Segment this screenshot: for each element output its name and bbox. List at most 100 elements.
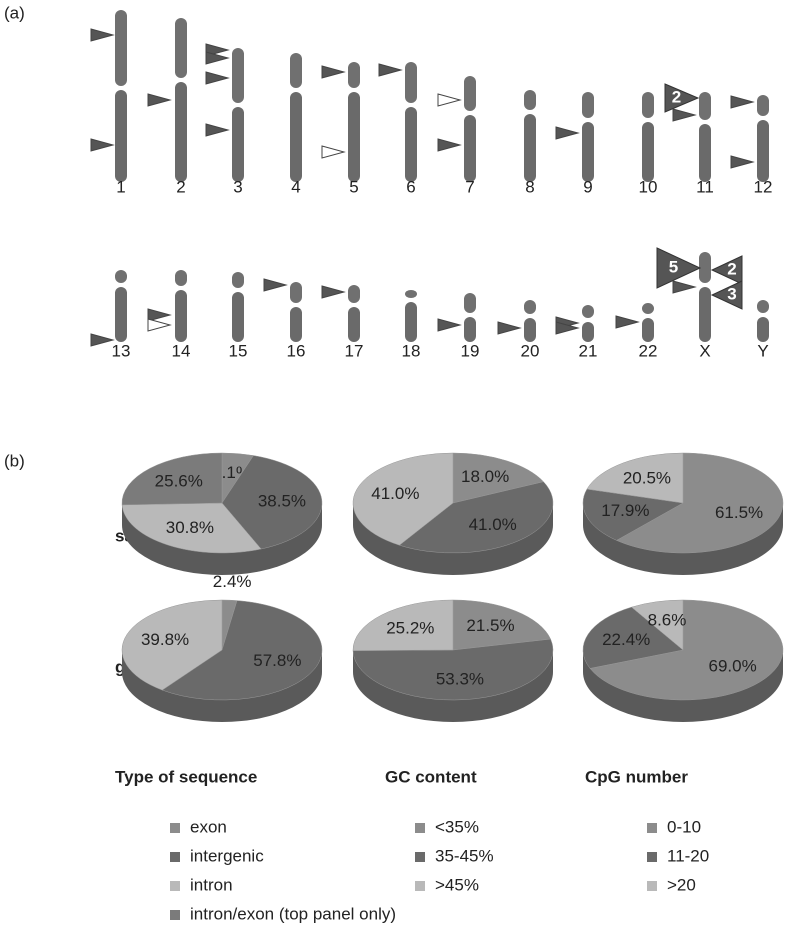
chromosome-label: 3 bbox=[233, 177, 242, 196]
pie-slice bbox=[121, 502, 262, 554]
legend-label: exon bbox=[190, 817, 227, 836]
legend-swatch bbox=[415, 852, 425, 862]
chromosome-label: 14 bbox=[172, 341, 191, 360]
legend-swatch bbox=[415, 823, 425, 833]
legend-label: intergenic bbox=[190, 846, 264, 865]
marker-arrow bbox=[437, 93, 462, 107]
pie-slice bbox=[121, 599, 223, 691]
chromosome-arm bbox=[115, 10, 127, 86]
marker-arrow bbox=[205, 71, 230, 85]
chromosome-arm bbox=[582, 322, 594, 342]
chromosome-arm bbox=[232, 107, 244, 182]
chromosome-arm bbox=[175, 18, 187, 78]
chromosome-label: Y bbox=[757, 341, 768, 360]
legend-title: CpG number bbox=[585, 767, 688, 786]
legend-swatch bbox=[170, 881, 180, 891]
legend-swatch bbox=[415, 881, 425, 891]
marker-arrow bbox=[90, 138, 115, 152]
marker-arrow bbox=[730, 155, 755, 169]
value-label: 39.8% bbox=[141, 630, 189, 649]
value-label: 69.0% bbox=[709, 656, 757, 675]
chromosome-arm bbox=[699, 252, 711, 283]
chromosome-arm bbox=[642, 92, 654, 118]
chromosome-label: 17 bbox=[345, 341, 364, 360]
chromosome-arm bbox=[642, 122, 654, 182]
chromosome-label: 1 bbox=[116, 177, 125, 196]
marker-arrow bbox=[615, 315, 640, 329]
pie-slice bbox=[586, 452, 684, 504]
chromosome-arm bbox=[290, 282, 302, 303]
chromosome-label: 20 bbox=[521, 341, 540, 360]
chromosome-arm bbox=[642, 303, 654, 314]
value-label: 25.6% bbox=[155, 472, 203, 491]
value-label: 61.5% bbox=[715, 503, 763, 522]
marker-arrow bbox=[730, 95, 755, 109]
chromosome-arm bbox=[757, 300, 769, 313]
value-label: 22.4% bbox=[602, 630, 650, 649]
pie-slice bbox=[221, 455, 323, 550]
chromosome-arm bbox=[115, 287, 127, 342]
chromosome-label: 18 bbox=[402, 341, 421, 360]
marker-arrow bbox=[321, 145, 346, 159]
chromosome-arm bbox=[464, 115, 476, 182]
marker-arrow bbox=[555, 126, 580, 140]
cluster-arrow bbox=[710, 280, 743, 310]
marker-arrow bbox=[555, 321, 580, 335]
legend-label: >45% bbox=[435, 875, 479, 894]
chromosome-label: 9 bbox=[583, 177, 592, 196]
value-label: 41.0% bbox=[469, 515, 517, 534]
legend-swatch bbox=[647, 881, 657, 891]
chromosome-arm bbox=[524, 90, 536, 110]
legend-label: >20 bbox=[667, 875, 696, 894]
chromosome-arm bbox=[115, 90, 127, 182]
pie-slice bbox=[616, 452, 784, 554]
chromosome-label: 13 bbox=[112, 341, 131, 360]
chromosome-arm bbox=[757, 120, 769, 182]
marker-arrow bbox=[378, 63, 403, 77]
pie-slice bbox=[398, 481, 554, 554]
chromosome-arm bbox=[175, 82, 187, 182]
panel-label: (a) bbox=[4, 3, 25, 22]
chromosome-arm bbox=[290, 53, 302, 88]
marker-arrow bbox=[263, 278, 288, 292]
chromosome-arm bbox=[757, 317, 769, 342]
chromosome-arm bbox=[290, 92, 302, 182]
value-label: 41.0% bbox=[371, 484, 419, 503]
chromosome-arm bbox=[582, 305, 594, 318]
chromosome-arm bbox=[464, 76, 476, 111]
pie-slice bbox=[452, 599, 551, 651]
legend-title: Type of sequence bbox=[115, 767, 257, 786]
legend-label: intron bbox=[190, 875, 233, 894]
marker-arrow bbox=[147, 318, 172, 332]
chromosome-arm bbox=[524, 300, 536, 314]
value-label: 25.2% bbox=[386, 618, 434, 637]
cluster-count: 2 bbox=[727, 259, 736, 278]
chromosome-label: 2 bbox=[176, 177, 185, 196]
value-label: 30.8% bbox=[166, 518, 214, 537]
marker-arrow bbox=[672, 280, 697, 294]
chromosome-arm bbox=[582, 92, 594, 118]
legend-label: <35% bbox=[435, 817, 479, 836]
pie-slice bbox=[582, 606, 684, 669]
chromosome-arm bbox=[348, 92, 360, 182]
value-label: 53.3% bbox=[436, 669, 484, 688]
legend-swatch bbox=[170, 852, 180, 862]
chromosome-arm bbox=[699, 287, 711, 342]
chromosome-label: 10 bbox=[639, 177, 658, 196]
legend-label: 35-45% bbox=[435, 846, 494, 865]
chromosome-label: 5 bbox=[349, 177, 358, 196]
chromosome-arm bbox=[405, 302, 417, 342]
marker-arrow bbox=[497, 321, 522, 335]
chromosome-arm bbox=[464, 317, 476, 342]
legend-swatch bbox=[170, 910, 180, 920]
legend-label: 0-10 bbox=[667, 817, 701, 836]
chromosome-arm bbox=[405, 62, 417, 103]
pie-slice bbox=[452, 452, 544, 504]
chromosome-label: 4 bbox=[291, 177, 300, 196]
cluster-count: 3 bbox=[727, 284, 736, 303]
pie-slice bbox=[582, 488, 684, 541]
chromosome-arm bbox=[232, 48, 244, 103]
pie-slice bbox=[121, 452, 223, 506]
chromosome-label: 19 bbox=[461, 341, 480, 360]
value-label: 8.6% bbox=[648, 611, 687, 630]
